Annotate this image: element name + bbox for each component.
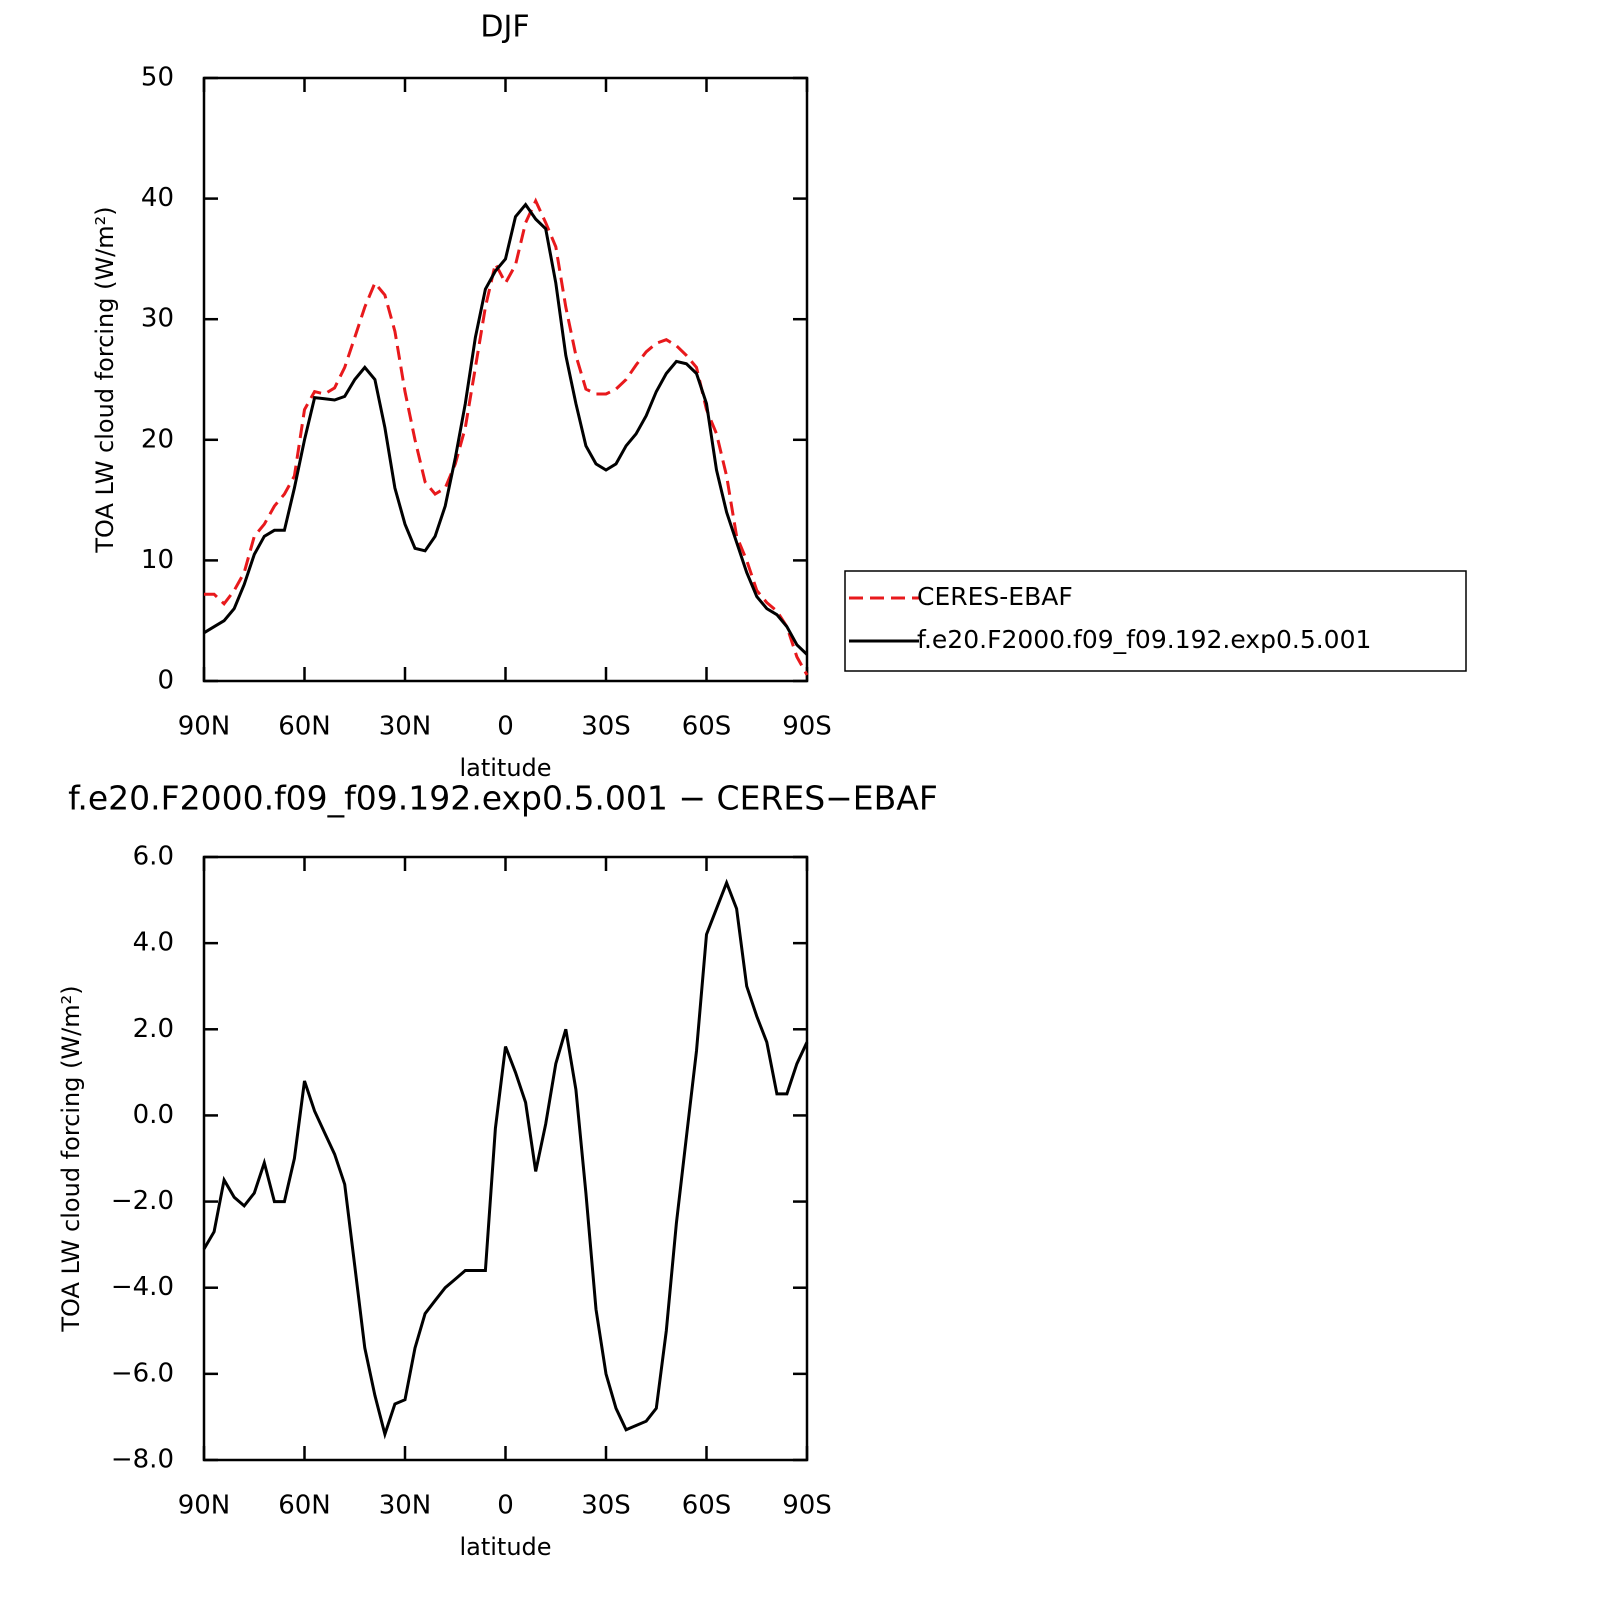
x-tick-label: 0 [497,712,514,742]
x-tick-label: 90S [782,712,832,742]
x-tick-label: 30N [379,1491,432,1521]
data-line [204,197,809,676]
y-tick-label: 10 [141,545,174,575]
data-line [203,202,809,656]
x-tick-label: 60N [278,712,331,742]
x-axis-label: latitude [459,1533,551,1561]
y-tick-label: 0.0 [133,1100,174,1130]
x-tick-label: 60S [682,1491,732,1521]
x-tick-label: 90S [782,1491,832,1521]
chart-title: f.e20.F2000.f09_f09.192.exp0.5.001 − CER… [68,779,938,818]
x-tick-label: 60S [682,712,732,742]
y-tick-label: 6.0 [133,842,174,872]
x-tick-label: 0 [497,1491,514,1521]
plot-frame [202,76,809,683]
y-tick-label: 20 [141,424,174,454]
x-tick-label: 30N [379,712,432,742]
x-tick-label: 90N [178,1491,231,1521]
y-axis-label: TOA LW cloud forcing (W/m²) [91,206,119,553]
y-tick-label: −4.0 [111,1272,174,1302]
y-tick-label: 50 [141,63,174,93]
x-tick-label: 30S [581,1491,631,1521]
y-axis-label: TOA LW cloud forcing (W/m²) [57,985,85,1332]
x-tick-label: 30S [581,712,631,742]
y-tick-label: 30 [141,304,174,334]
y-tick-label: 0 [157,666,174,696]
y-tick-label: −6.0 [111,1358,174,1388]
x-tick-label: 60N [278,1491,331,1521]
chart-title: DJF [480,10,529,45]
x-tick-label: 90N [178,712,231,742]
data-line [202,878,809,1440]
y-tick-label: 4.0 [133,928,174,958]
x-axis-label: latitude [459,754,551,782]
legend-label: CERES-EBAF [917,582,1073,611]
y-tick-label: −2.0 [111,1186,174,1216]
y-tick-label: 2.0 [133,1014,174,1044]
legend-label: f.e20.F2000.f09_f09.192.exp0.5.001 [917,625,1371,654]
legend-box [844,570,1467,672]
y-tick-label: −8.0 [111,1445,174,1475]
y-tick-label: 40 [141,183,174,213]
